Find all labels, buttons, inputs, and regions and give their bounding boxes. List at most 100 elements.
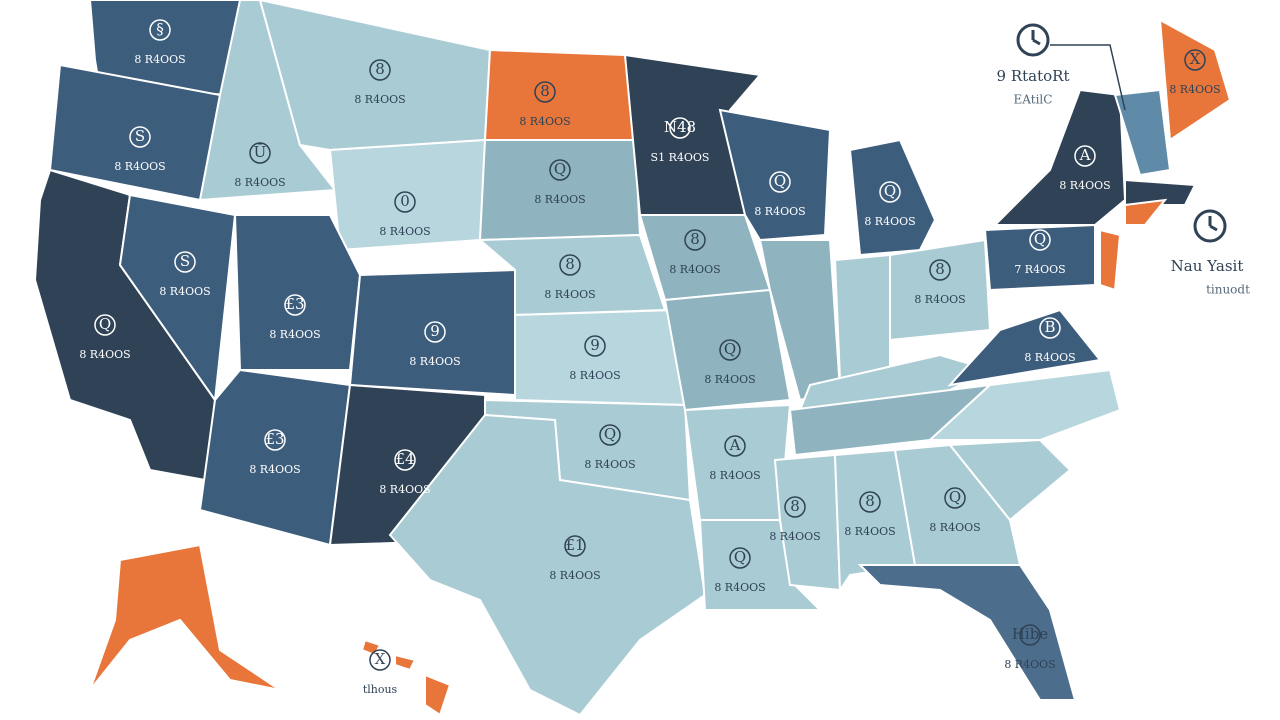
state-icon: Q <box>949 488 961 506</box>
state-label: 8 R4OOS <box>114 160 165 173</box>
clock-icon <box>1016 23 1227 243</box>
icon-ring <box>174 251 196 273</box>
annotation-title: Nau Yasit <box>1171 257 1244 275</box>
icon-ring <box>1039 317 1061 339</box>
icon-ring <box>944 487 966 509</box>
annotation-subtitle: EAtilC <box>1014 93 1053 107</box>
state-icon: 8 <box>540 82 550 100</box>
state-icon: 9 <box>590 336 600 354</box>
state <box>983 223 1096 292</box>
annotation-subtitle: tinuodt <box>1206 283 1250 297</box>
state <box>1113 88 1172 177</box>
state-label: tlhous <box>363 683 398 696</box>
icon-ring <box>719 339 741 361</box>
state-label: 8 R4OOS <box>79 348 130 361</box>
icon-ring <box>534 81 556 103</box>
state-label: 8 R4OOS <box>379 483 430 496</box>
state-icon: A <box>729 436 741 454</box>
state-label: 8 R4OOS <box>519 115 570 128</box>
icon-ring <box>264 429 286 451</box>
state-label: 8 R4OOS <box>929 521 980 534</box>
state-icon: Q <box>724 340 736 358</box>
state <box>89 543 281 691</box>
state-label: 8 R4OOS <box>1169 83 1220 96</box>
state-label: 8 R4OOS <box>914 293 965 306</box>
state-label: S1 R4OOS <box>651 151 710 164</box>
state <box>947 308 1102 387</box>
state-icon: 8 <box>690 230 700 248</box>
state-icon: § <box>156 20 164 38</box>
state <box>773 453 842 592</box>
state-label: 8 R4OOS <box>709 469 760 482</box>
state-label: 8 R4OOS <box>534 193 585 206</box>
state <box>514 308 687 407</box>
state <box>1099 228 1122 292</box>
states <box>33 0 1232 717</box>
icon-ring <box>1029 229 1051 251</box>
icon-ring <box>769 171 791 193</box>
state-icon: Q <box>1034 230 1046 248</box>
icon-ring <box>94 314 116 336</box>
state-icon: Ū <box>254 143 267 161</box>
icon-ring <box>394 191 416 213</box>
state-label: 8 R4OOS <box>704 373 755 386</box>
icon-ring <box>669 117 691 139</box>
state <box>698 519 823 611</box>
state-icon: S <box>180 252 190 270</box>
state-icon: £1 <box>565 536 584 554</box>
state-label: 8 R4OOS <box>234 176 285 189</box>
icon-ring <box>129 126 151 148</box>
state-label: 8 R4OOS <box>249 463 300 476</box>
state-icon: Q <box>774 172 786 190</box>
icon-ring <box>249 142 271 164</box>
icon-ring <box>284 294 306 316</box>
state-icon: 8 <box>375 60 385 78</box>
icon-ring <box>684 229 706 251</box>
state <box>833 253 891 382</box>
icon-ring <box>879 181 901 203</box>
icon-ring <box>859 491 881 513</box>
state-icon: 8 <box>790 497 800 515</box>
state-label: 7 R4OOS <box>1014 263 1065 276</box>
state <box>478 139 642 242</box>
state-label: 8 R4OOS <box>269 328 320 341</box>
icon-ring <box>559 254 581 276</box>
state <box>848 138 937 257</box>
state-labels: § 8 R4OOS S 8 R4OOS Q 8 R4OOS S 8 R4OOS Ū 8 R4OOS… <box>79 19 1221 696</box>
state <box>1158 18 1232 142</box>
icon-ring <box>369 59 391 81</box>
state-label: 8 R4OOS <box>549 569 600 582</box>
state-icon: Q <box>604 425 616 443</box>
state <box>1124 198 1168 226</box>
state-label: 8 R4OOS <box>769 530 820 543</box>
icon-ring <box>394 449 416 471</box>
state-icon: A <box>1079 146 1091 164</box>
state-icon: £3 <box>285 295 304 313</box>
icon-ring <box>724 435 746 457</box>
state-label: 8 R4OOS <box>584 458 635 471</box>
state <box>992 88 1127 226</box>
state <box>424 673 452 717</box>
state-label: 8 R4OOS <box>1004 658 1055 671</box>
icon-ring <box>1074 145 1096 167</box>
state-icon: £4 <box>395 450 414 468</box>
annotation-title: 9 RtatoRt <box>997 67 1070 85</box>
state-label: 8 R4OOS <box>844 525 895 538</box>
state-icon: 0 <box>400 192 410 210</box>
state-icon: Q <box>554 160 566 178</box>
state-label: 8 R4OOS <box>864 215 915 228</box>
state-icon: X <box>375 650 386 668</box>
state <box>889 238 992 342</box>
state <box>948 438 1072 522</box>
state <box>394 653 417 672</box>
state <box>1124 178 1197 206</box>
state-label: 8 R4OOS <box>1024 351 1075 364</box>
state-icon: Q <box>884 182 896 200</box>
icon-ring <box>729 547 751 569</box>
icon-ring <box>1019 624 1041 646</box>
state-label: 8 R4OOS <box>379 225 430 238</box>
state-label: 8 R4OOS <box>754 205 805 218</box>
state-icon: Q <box>734 548 746 566</box>
state-label: 8 R4OOS <box>159 285 210 298</box>
icon-ring <box>1184 49 1206 71</box>
